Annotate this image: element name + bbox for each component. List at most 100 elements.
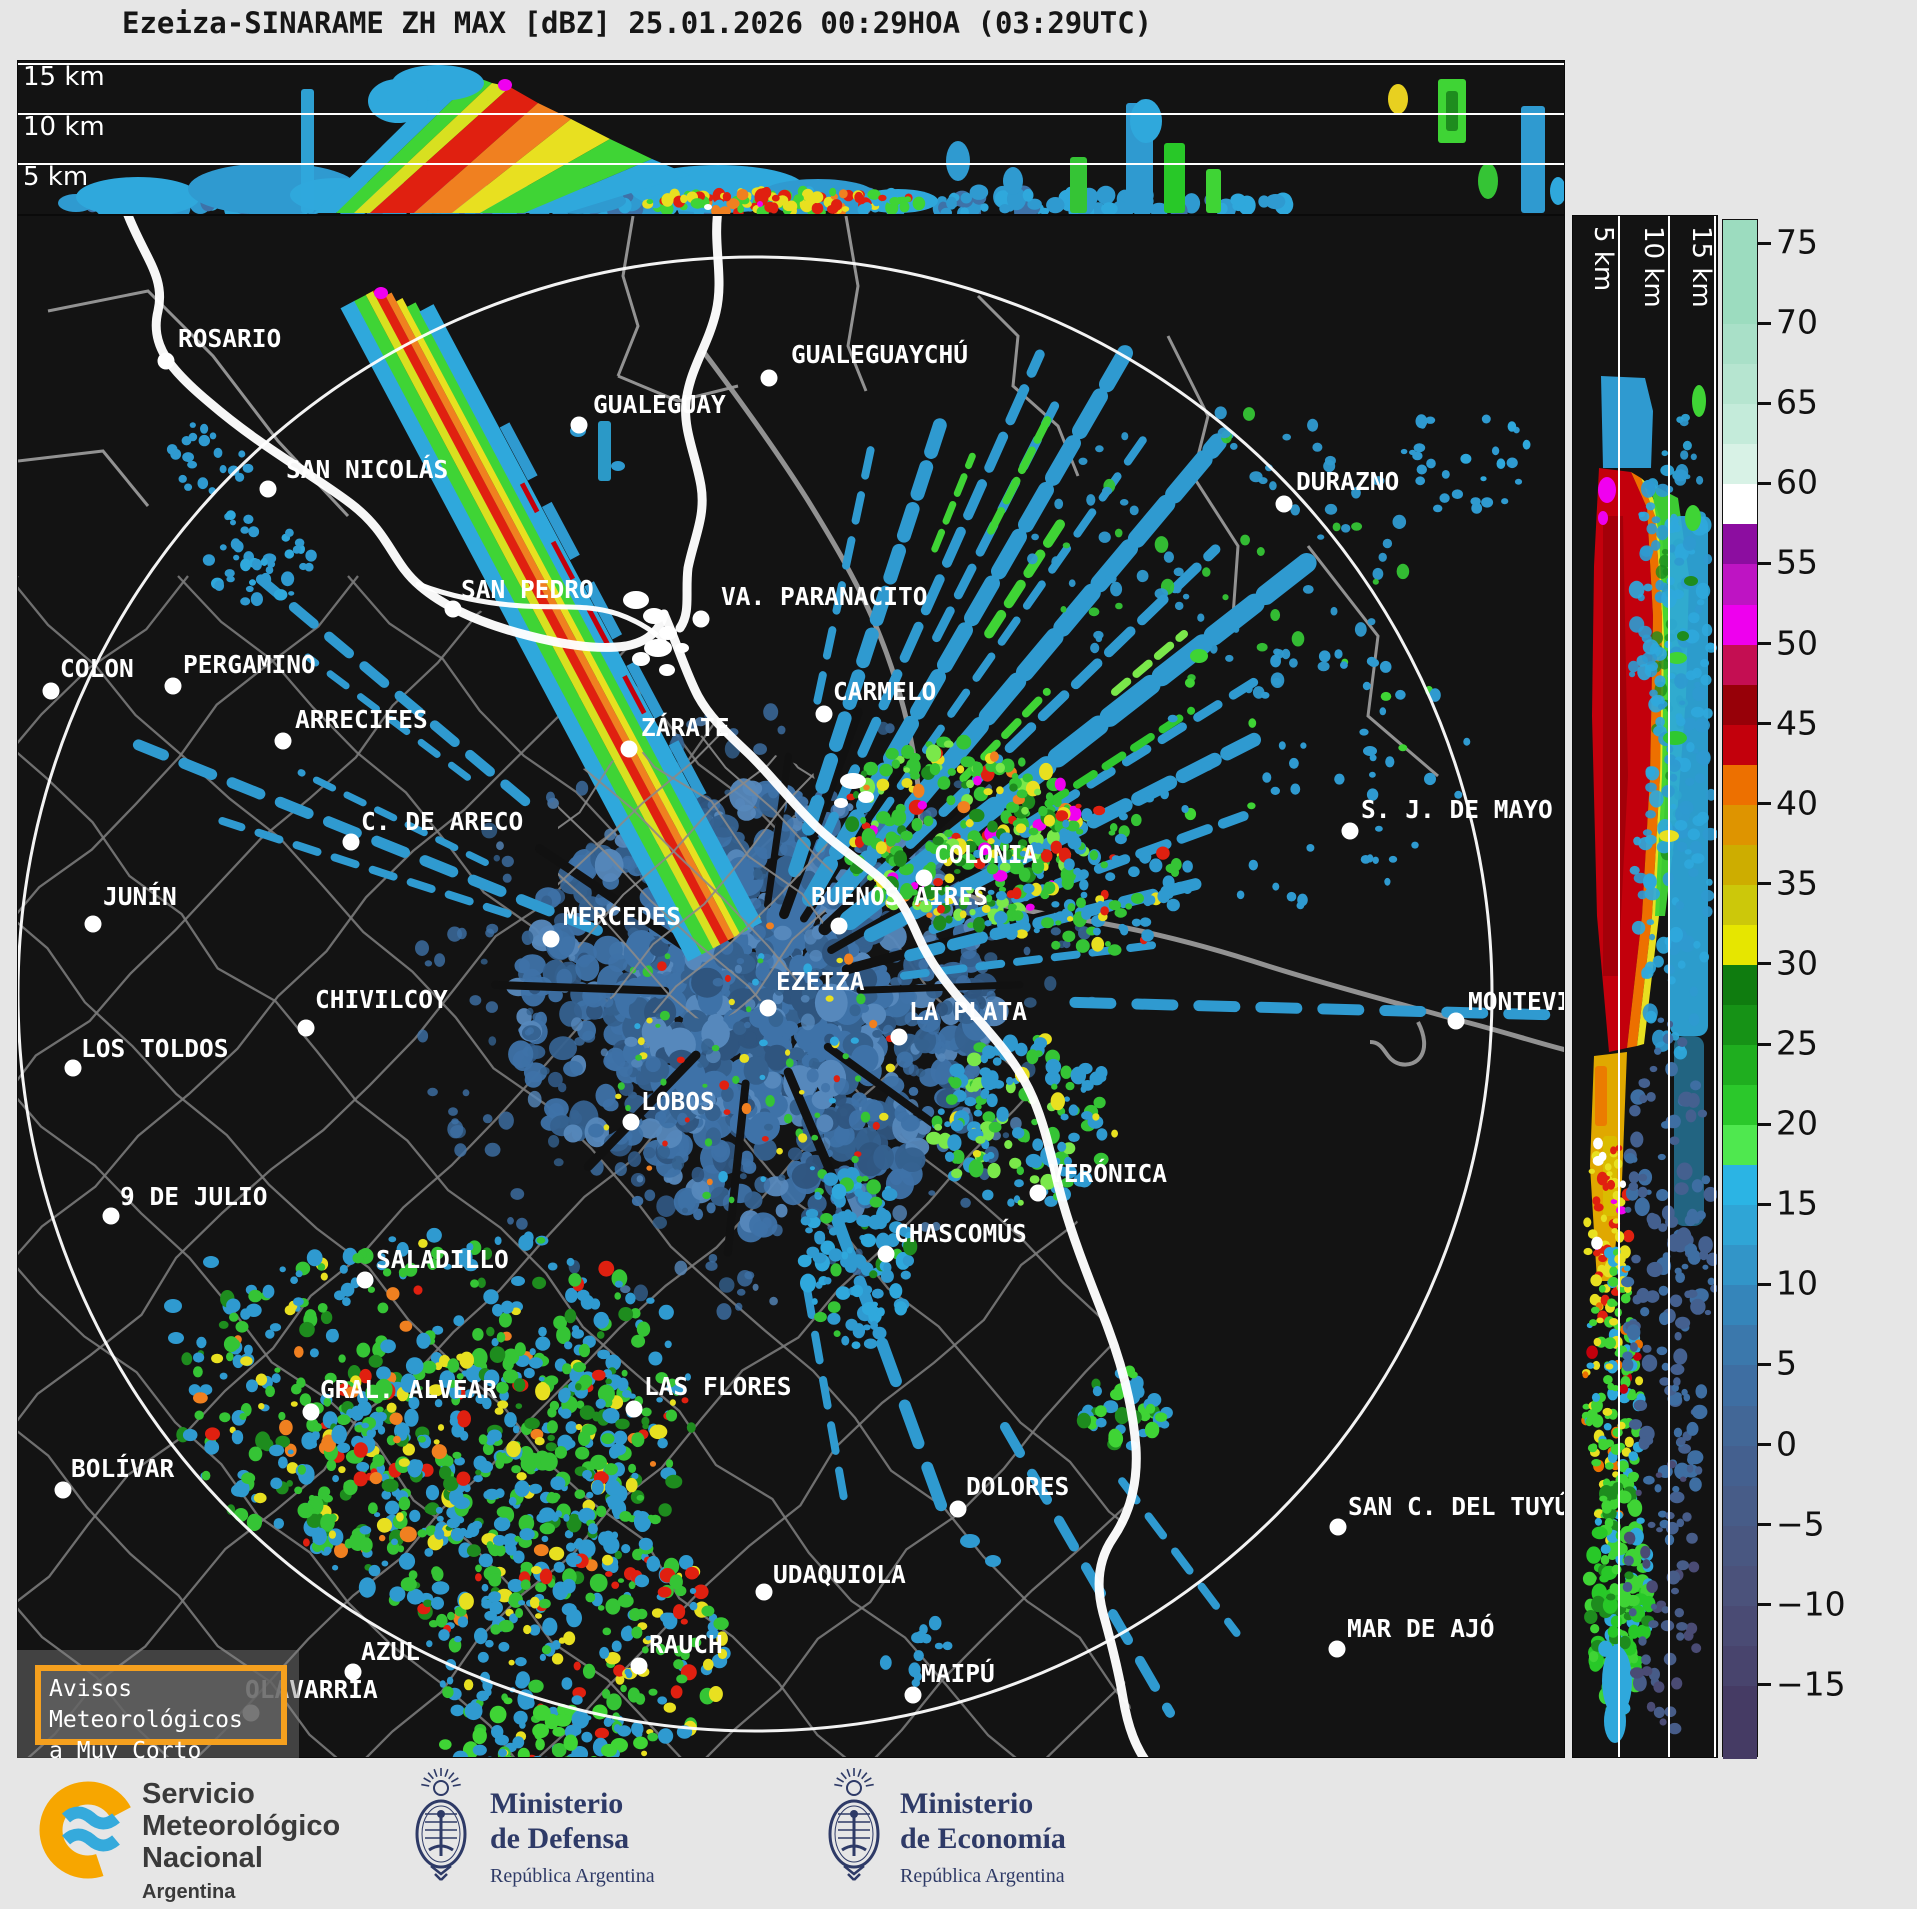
city-marker xyxy=(815,705,833,723)
colorbar-band xyxy=(1723,724,1757,766)
colorbar-tick xyxy=(1758,481,1771,485)
colorbar-tick-label: 15 xyxy=(1776,1184,1818,1224)
city-marker xyxy=(755,1583,773,1601)
colorbar-tick-label: 55 xyxy=(1776,543,1818,583)
colorbar-band xyxy=(1723,1445,1757,1487)
city-marker xyxy=(274,732,292,750)
colorbar-band xyxy=(1723,1005,1757,1046)
colorbar-band xyxy=(1723,1525,1757,1567)
colorbar-band xyxy=(1723,1685,1757,1759)
right-cross-section-panel: 5 km 10 km 15 km xyxy=(1572,215,1718,1758)
city-label: MERCEDES xyxy=(563,902,681,931)
city-marker xyxy=(904,1686,922,1704)
city-marker xyxy=(54,1481,72,1499)
city-label: SAN NICOLÁS xyxy=(286,455,448,484)
page-title: Ezeiza-SINARAME ZH MAX [dBZ] 25.01.2026 … xyxy=(122,6,1153,40)
warning-line1: Avisos Meteorológicos xyxy=(49,1676,243,1733)
colorbar-tick-label: 30 xyxy=(1776,943,1818,983)
colorbar-tick-label: −5 xyxy=(1776,1504,1825,1544)
city-marker xyxy=(64,1059,82,1077)
rivers-coastline xyxy=(123,216,1149,1757)
colorbar-band xyxy=(1723,1205,1757,1246)
smn-logo-icon xyxy=(39,1781,137,1879)
smn-name: Servicio Meteorológico Nacional Argentin… xyxy=(142,1778,340,1908)
colorbar-band xyxy=(1723,484,1757,525)
city-label: PERGAMINO xyxy=(183,650,316,679)
colorbar-tick xyxy=(1758,1282,1771,1286)
city-label: SAN PEDRO xyxy=(461,575,594,604)
colorbar-tick xyxy=(1758,722,1771,726)
colorbar-tick xyxy=(1758,882,1771,886)
colorbar-tick-label: 5 xyxy=(1776,1344,1797,1384)
coat-of-arms-economia-icon xyxy=(828,1768,880,1881)
city-marker xyxy=(759,999,777,1017)
height-axis-label: 10 km xyxy=(1638,226,1668,308)
colorbar-band xyxy=(1723,964,1757,1006)
colorbar-tick xyxy=(1758,1042,1771,1046)
city-layer: ROSARIO GUALEGUAYCHÚ GUALEGUAY SAN NICOLÁS D… xyxy=(42,324,1564,1722)
city-label: ZÁRATE xyxy=(641,713,730,742)
city-marker xyxy=(915,869,933,887)
colorbar-band xyxy=(1723,1045,1757,1086)
city-marker xyxy=(630,1657,648,1675)
colorbar-band xyxy=(1723,364,1757,405)
city-marker xyxy=(1328,1640,1346,1658)
city-marker xyxy=(877,1245,895,1263)
city-label: MAIPÚ xyxy=(921,1658,995,1688)
colorbar-tick xyxy=(1758,1523,1771,1527)
city-marker xyxy=(1029,1184,1047,1202)
colorbar-band xyxy=(1723,1405,1757,1447)
city-marker xyxy=(542,930,560,948)
colorbar-tick xyxy=(1758,1603,1771,1607)
colorbar-band xyxy=(1723,684,1757,726)
smn-logo-wave1 xyxy=(61,1806,120,1830)
colorbar-tick xyxy=(1758,401,1771,405)
colorbar-band xyxy=(1723,884,1757,926)
city-label: RAUCH xyxy=(649,1630,723,1659)
city-label: GRAL. ALVEAR xyxy=(320,1375,497,1404)
city-label: C. DE ARECO xyxy=(361,807,523,836)
city-marker xyxy=(342,833,360,851)
smn-logo-arc xyxy=(39,1781,137,1879)
city-marker xyxy=(1275,495,1293,513)
colorbar-tick xyxy=(1758,1122,1771,1126)
city-label: AZUL xyxy=(361,1637,420,1666)
colorbar-tick xyxy=(1758,962,1771,966)
city-label: MONTEVI xyxy=(1468,987,1564,1016)
colorbar-band xyxy=(1723,524,1757,566)
city-label: JUNÍN xyxy=(103,882,177,911)
smn-logo-wave2 xyxy=(61,1828,120,1852)
city-label: SALADILLO xyxy=(376,1245,509,1274)
city-label: 9 DE JULIO xyxy=(120,1182,268,1211)
city-label: VERÓNICA xyxy=(1049,1158,1167,1188)
top-cross-section-plot: 15 km 10 km 5 km xyxy=(18,62,1564,214)
city-label: UDAQUIOLA xyxy=(773,1560,906,1589)
dbz-colorbar xyxy=(1722,219,1758,1759)
city-marker xyxy=(297,1019,315,1037)
colorbar-band xyxy=(1723,804,1757,846)
city-marker xyxy=(42,682,60,700)
colorbar-band xyxy=(1723,924,1757,966)
city-marker xyxy=(1329,1518,1347,1536)
colorbar-tick-label: 25 xyxy=(1776,1023,1818,1063)
city-label: DOLORES xyxy=(966,1472,1069,1501)
city-label: LA PLATA xyxy=(909,997,1027,1026)
city-label: LOS TOLDOS xyxy=(81,1034,229,1063)
city-marker xyxy=(164,677,182,695)
colorbar-tick-label: 35 xyxy=(1776,863,1818,903)
city-label: VA. PARANACITO xyxy=(721,582,928,611)
colorbar-tick-label: 10 xyxy=(1776,1264,1818,1304)
height-axis-label: 10 km xyxy=(23,112,105,142)
city-label: ARRECIFES xyxy=(295,705,428,734)
colorbar-tick-label: 20 xyxy=(1776,1103,1818,1143)
colorbar-tick xyxy=(1758,1362,1771,1366)
colorbar-band xyxy=(1723,1365,1757,1407)
colorbar-tick xyxy=(1758,561,1771,565)
height-axis-label: 15 km xyxy=(1686,226,1716,308)
city-label: CARMELO xyxy=(833,677,936,706)
colorbar-tick-label: −10 xyxy=(1776,1584,1846,1624)
city-marker xyxy=(949,1500,967,1518)
radar-map-panel: ROSARIO GUALEGUAYCHÚ GUALEGUAY SAN NICOLÁS D… xyxy=(17,215,1565,1758)
colorbar-band xyxy=(1723,404,1757,445)
height-axis-label: 15 km xyxy=(23,62,105,92)
